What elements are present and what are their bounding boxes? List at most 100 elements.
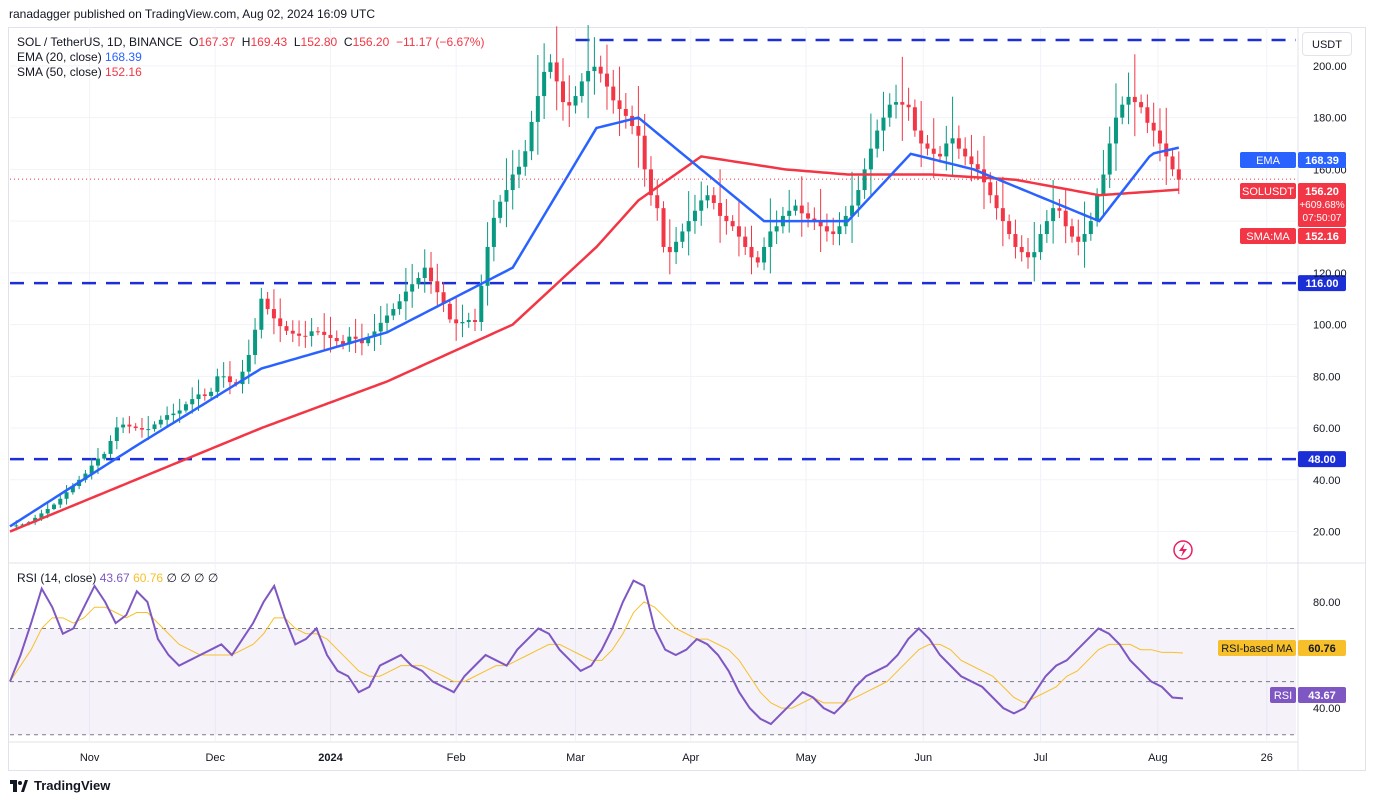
candle-body [177, 410, 182, 414]
candle-body [730, 221, 735, 227]
candle-body [560, 81, 565, 103]
candle-body [824, 226, 829, 232]
price-tag-value: 168.39 [1305, 155, 1339, 167]
x-tick-label: Apr [682, 752, 699, 764]
candle-body [334, 338, 339, 342]
candle-body [586, 71, 591, 82]
candle-body [422, 267, 427, 279]
candle-body [711, 195, 716, 203]
candle-body [466, 320, 471, 322]
candle-body [491, 217, 496, 247]
legend-rsi-ma-value: 60.76 [133, 571, 164, 585]
candle-body [806, 213, 811, 219]
candle-body [1088, 221, 1093, 235]
legend-sma-row: SMA (50, close) 152.16 [17, 65, 484, 80]
candle-body [246, 354, 251, 372]
candle-body [1101, 174, 1106, 196]
candle-body [875, 130, 880, 149]
price-tag-name-bg [1240, 183, 1296, 199]
candle-body [648, 169, 653, 196]
level-tag-bg [1298, 451, 1346, 468]
x-tick-label: Jul [1034, 752, 1048, 764]
tradingview-logo[interactable]: TradingView [10, 778, 110, 793]
candle-body [410, 284, 415, 292]
candle-body [567, 102, 572, 106]
legend-sma-value: 152.16 [105, 65, 142, 79]
candle-body [102, 453, 107, 459]
candle-body [1170, 156, 1175, 170]
legend-rsi-value: 43.67 [99, 571, 130, 585]
rsi-tag-name: RSI-based MA [1221, 643, 1293, 655]
candle-body [1013, 234, 1018, 247]
candle-body [341, 341, 346, 345]
candle-body [592, 66, 597, 72]
chart-frame [8, 27, 1366, 771]
price-tag-value: 152.16 [1305, 231, 1339, 243]
candle-body [1051, 208, 1056, 222]
candle-body [529, 121, 534, 152]
x-tick-label: Mar [566, 752, 585, 764]
candle-body [1044, 221, 1049, 235]
candle-body [1076, 236, 1081, 242]
publisher-line: ranadagger published on TradingView.com,… [9, 7, 376, 21]
rsi-tag-name-bg [1218, 640, 1296, 656]
legend-ema-label: EMA (20, close) [17, 50, 102, 64]
y-tick-label: 120.00 [1313, 268, 1347, 280]
candle-body [812, 218, 817, 222]
candle-body [209, 391, 214, 396]
price-tag-name: EMA [1256, 155, 1281, 167]
candle-body [535, 96, 540, 122]
candle-body [523, 151, 528, 167]
candle-body [416, 278, 421, 285]
candle-body [762, 246, 767, 263]
candle-body [799, 205, 804, 214]
legend-high-label: H [241, 35, 251, 49]
price-tag-name-bg [1240, 228, 1296, 244]
candle-body [14, 525, 19, 527]
price-tag-countdown: 07:50:07 [1303, 213, 1342, 224]
legend-high: 169.43 [250, 35, 288, 49]
candle-body [982, 169, 987, 183]
candle-body [397, 301, 402, 310]
legend-low-label: L [293, 35, 301, 49]
ema-20-line [9, 116, 1180, 528]
legend-change: −11.17 (−6.67%) [395, 35, 485, 49]
candle-body [1000, 208, 1005, 222]
candle-body [894, 102, 899, 105]
candle-body [736, 226, 741, 237]
candle-body [573, 96, 578, 106]
y-tick-label: 60.00 [1313, 423, 1341, 435]
candle-body [1032, 252, 1037, 258]
level-tag-text: 116.00 [1305, 278, 1338, 290]
candle-body [385, 315, 390, 323]
x-tick-label: May [796, 752, 817, 764]
y-tick-label: 200.00 [1313, 61, 1347, 73]
candle-body [510, 174, 515, 191]
candle-body [89, 465, 94, 474]
candle-body [322, 331, 327, 335]
candle-body [787, 210, 792, 216]
candle-body [906, 104, 911, 108]
level-tag-text: 48.00 [1308, 454, 1336, 466]
candle-body [554, 62, 559, 82]
candle-body [378, 322, 383, 332]
level-price-tag: 116.00 [1298, 275, 1346, 292]
currency-button[interactable]: USDT [1302, 32, 1352, 56]
candle-body [617, 100, 622, 109]
price-tag-value: 156.20 [1305, 186, 1339, 198]
candle-body [1107, 143, 1112, 175]
price-tag-smama: SMA:MA 152.16 [1240, 228, 1346, 244]
price-tags: EMA 168.39 SOLUSDT 156.20 +609.68% 07:50:07 SM… [1173, 152, 1346, 560]
candle-body [611, 86, 616, 101]
y-tick-label: 100.00 [1313, 320, 1347, 332]
candle-body [121, 424, 126, 428]
candle-body [1095, 195, 1100, 222]
candle-body [429, 267, 434, 282]
candle-body [366, 336, 371, 344]
candle-body [183, 404, 188, 411]
moving-averages [9, 116, 1296, 533]
candle-body [83, 473, 88, 480]
candle-body [133, 426, 138, 429]
candle-body [165, 415, 170, 420]
